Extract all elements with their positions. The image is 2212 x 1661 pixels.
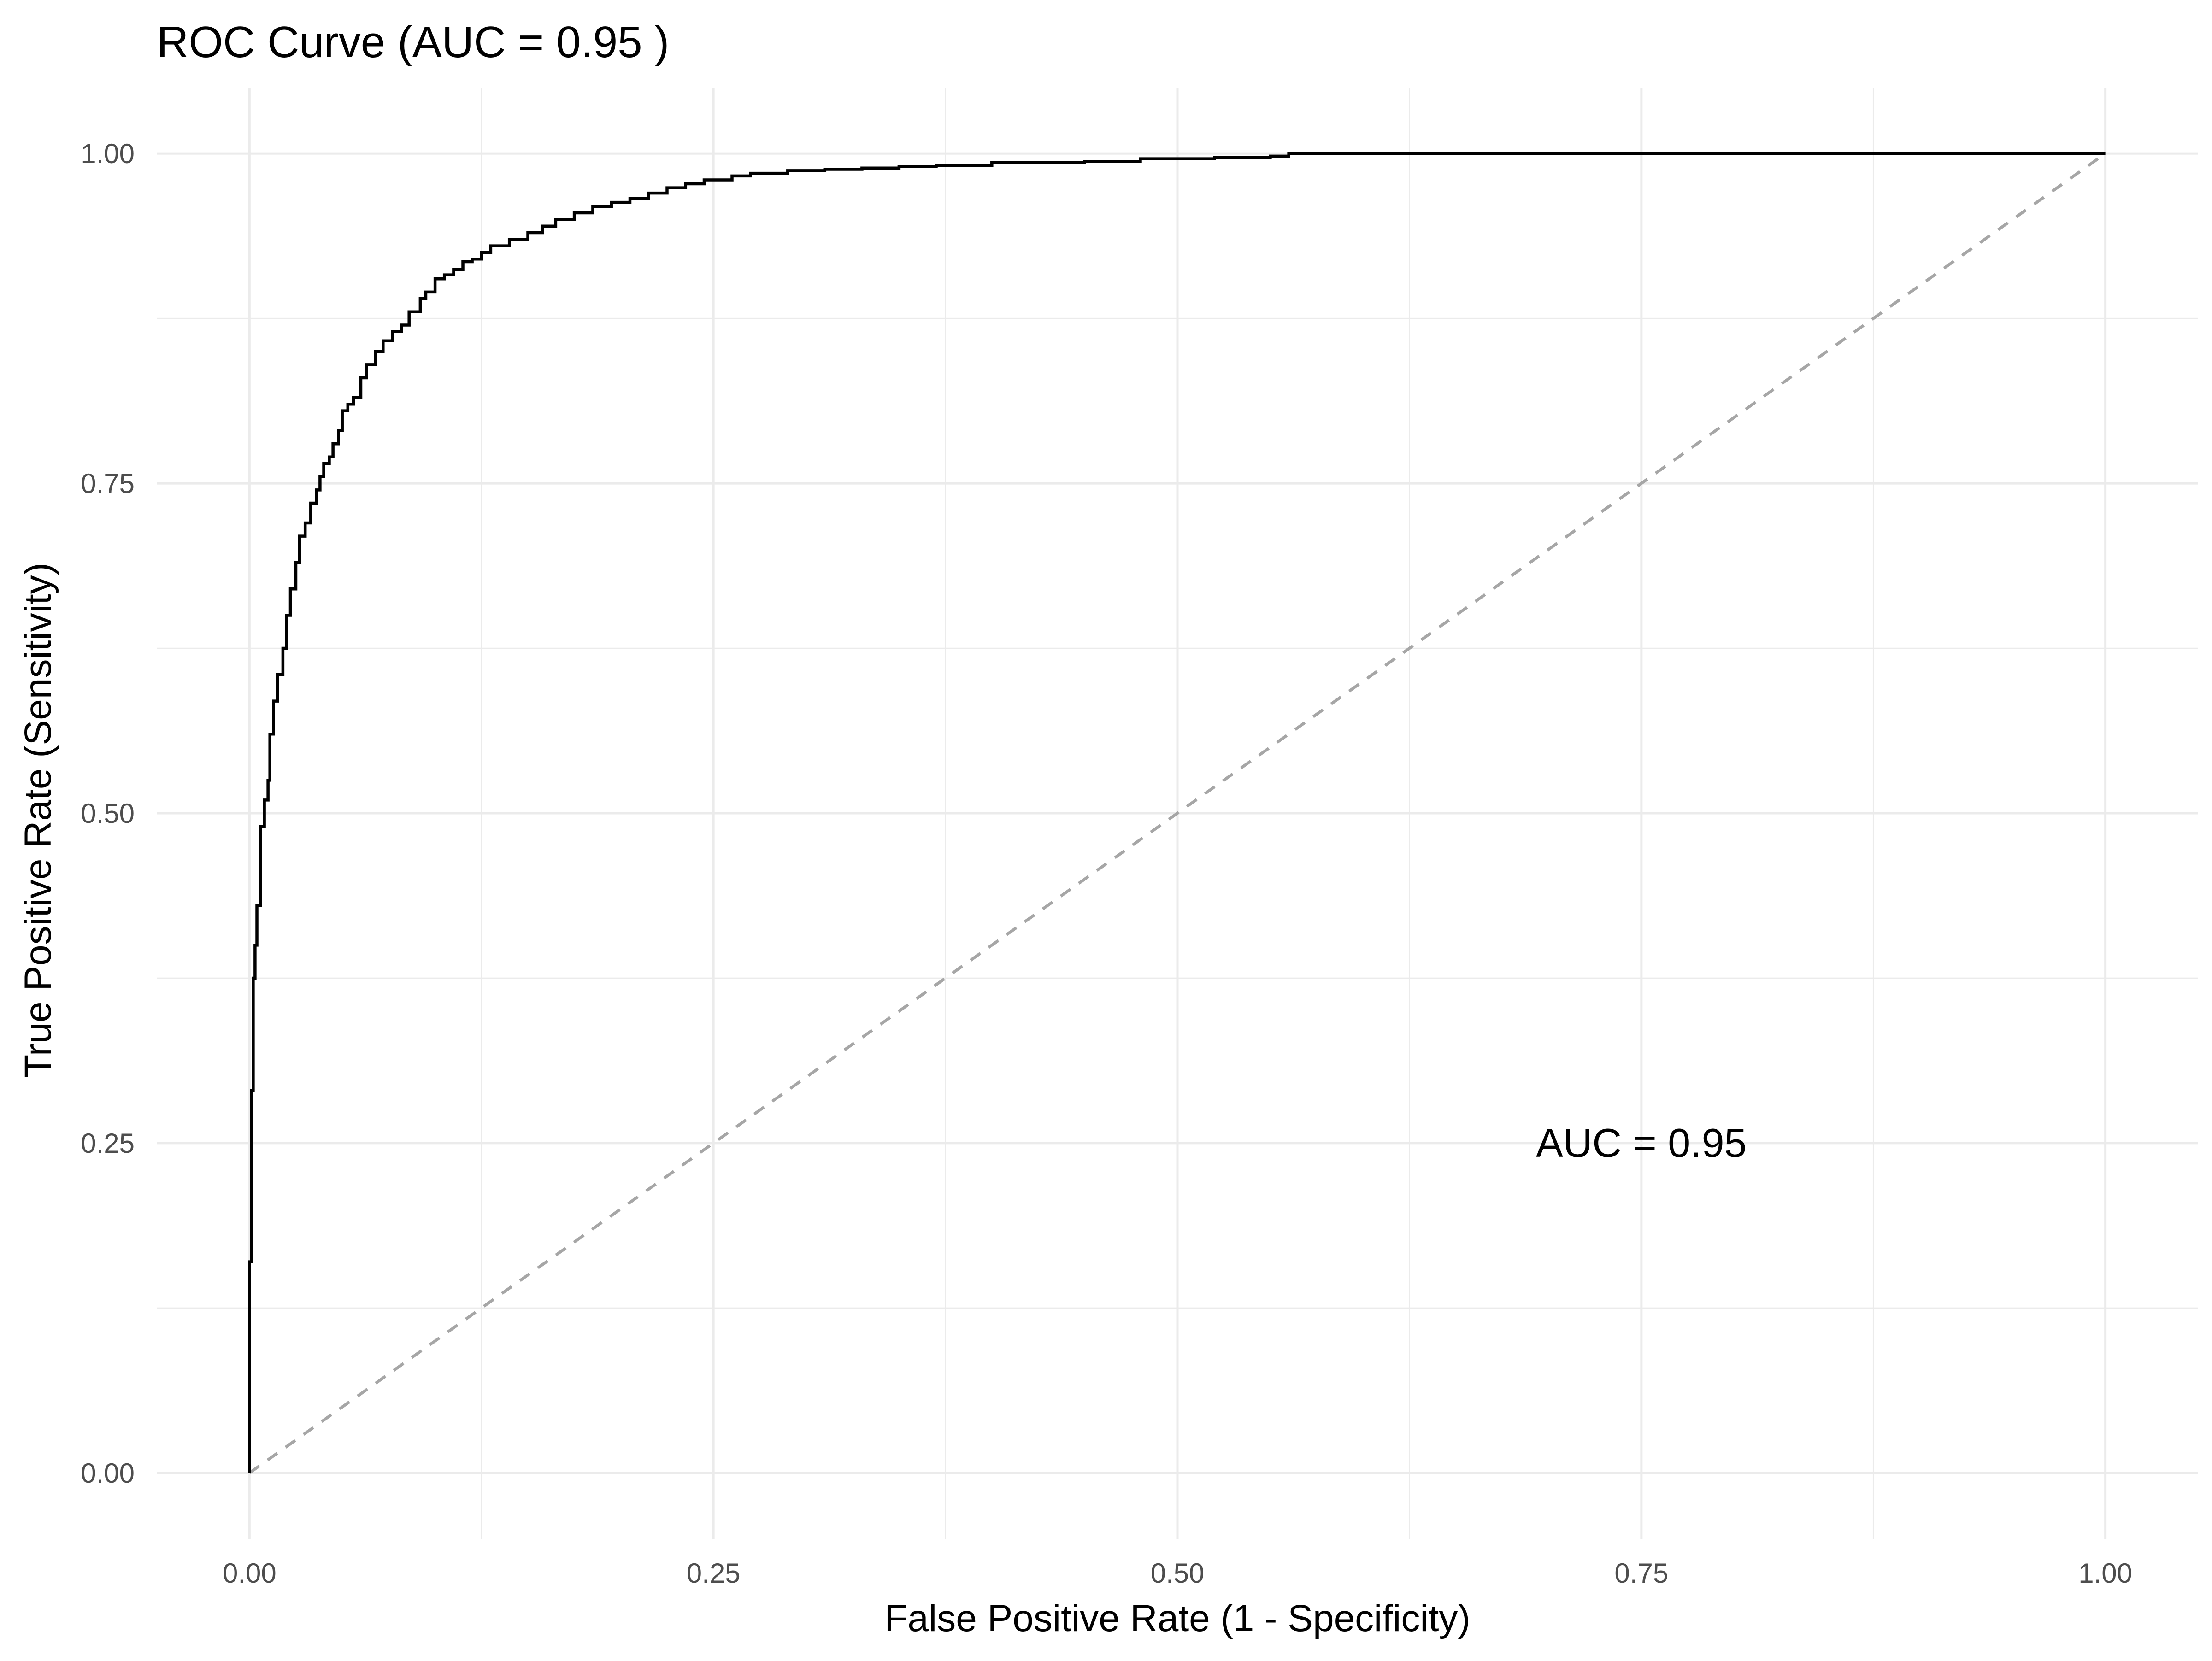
y-axis-ticks: 0.00 0.25 0.50 0.75 1.00 [81, 138, 135, 1489]
y-tick-label: 0.75 [81, 468, 135, 499]
chart-title: ROC Curve (AUC = 0.95 ) [157, 18, 669, 67]
x-tick-label: 0.00 [223, 1558, 276, 1589]
y-tick-label: 0.00 [81, 1458, 135, 1489]
x-tick-label: 0.75 [1614, 1558, 1668, 1589]
roc-curve-group [248, 152, 2106, 1473]
x-axis-title: False Positive Rate (1 - Specificity) [884, 1597, 1470, 1639]
y-tick-label: 1.00 [81, 138, 135, 169]
x-tick-label: 0.25 [687, 1558, 741, 1589]
y-tick-label: 0.50 [81, 798, 135, 829]
roc-curve-line [248, 152, 2106, 1473]
y-axis-title: True Positive Rate (Sensitivity) [17, 563, 59, 1078]
x-tick-label: 1.00 [2078, 1558, 2132, 1589]
grid [157, 88, 2198, 1539]
reference-line-group [248, 152, 2106, 1474]
diagonal-reference-line [248, 152, 2106, 1474]
x-tick-label: 0.50 [1151, 1558, 1205, 1589]
x-axis-ticks: 0.00 0.25 0.50 0.75 1.00 [223, 1558, 2132, 1589]
auc-annotation: AUC = 0.95 [1536, 1120, 1747, 1166]
y-tick-label: 0.25 [81, 1128, 135, 1159]
